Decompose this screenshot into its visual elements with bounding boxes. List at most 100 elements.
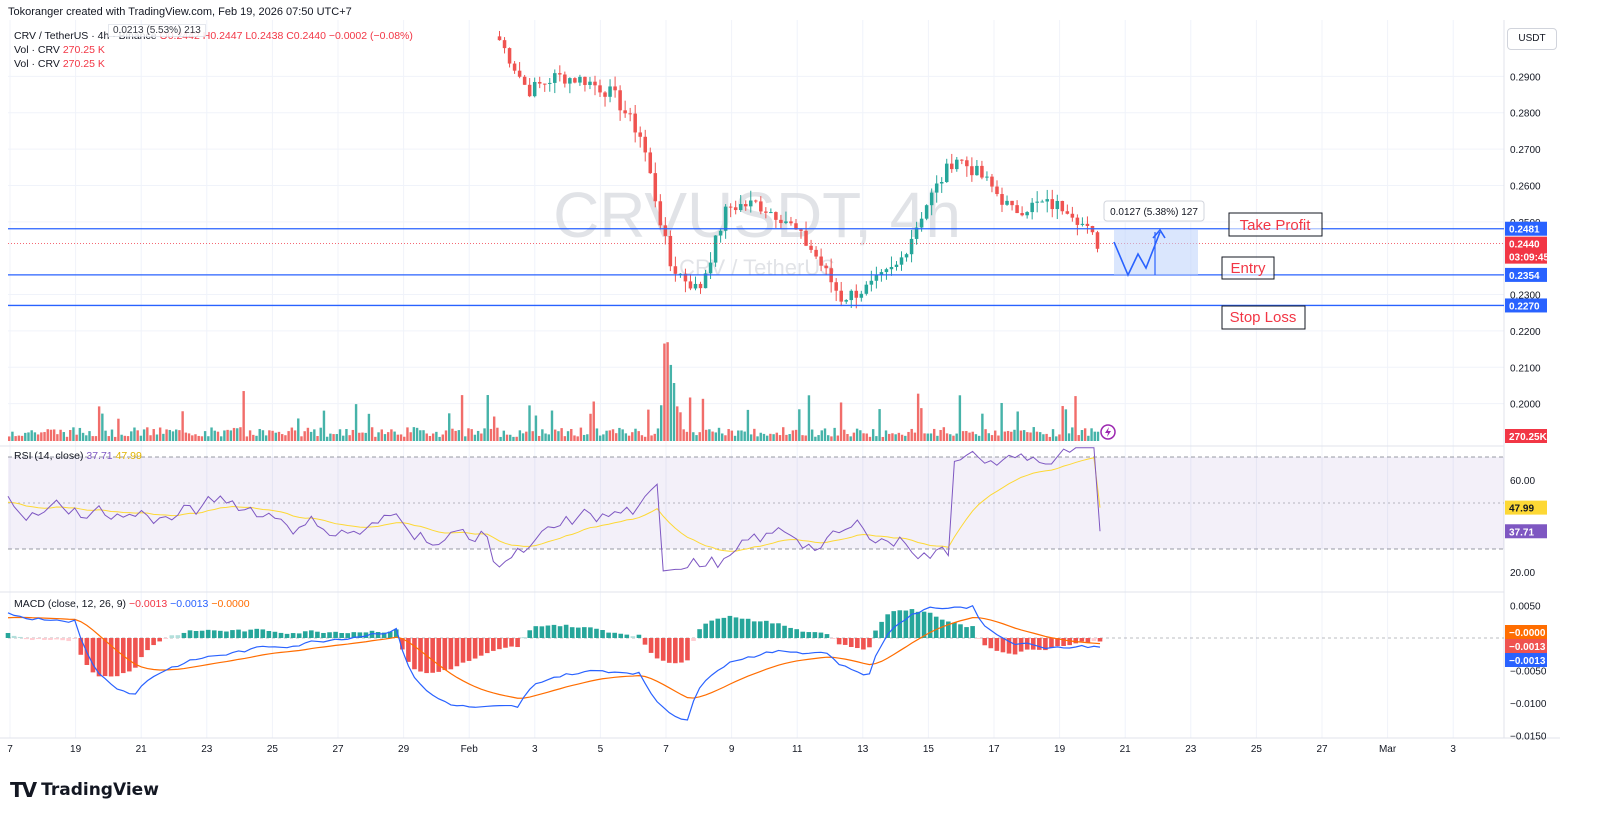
volume-bar xyxy=(149,435,152,441)
volume-bar xyxy=(939,429,942,441)
volume-bar xyxy=(297,418,300,441)
volume-legend[interactable]: Vol · CRV 270.25 K xyxy=(14,44,105,56)
volume-bar xyxy=(367,413,371,441)
annotation-entry[interactable]: Entry xyxy=(1221,256,1275,280)
price-tick-label: 0.2600 xyxy=(1510,181,1541,192)
volume-bar xyxy=(566,431,570,441)
macd-hist-bar xyxy=(575,627,581,638)
macd-hist-bar xyxy=(527,630,533,638)
annotation-stop-loss[interactable]: Stop Loss xyxy=(1221,305,1306,330)
rsi-pane[interactable] xyxy=(7,447,1504,572)
candle-body xyxy=(1035,201,1039,203)
time-tick-label: 25 xyxy=(1251,744,1263,755)
time-axis[interactable]: 7 19 21 23 25 27 29 Feb 3 5 7 9 11 13 15 17 19 21 23 25 27 Ma… xyxy=(7,744,1456,755)
volume-bar xyxy=(1087,435,1090,441)
macd-hist-bar xyxy=(1067,638,1072,646)
rsi-legend[interactable]: RSI (14, close) 37.71 47.99 xyxy=(14,450,142,462)
projection-path[interactable] xyxy=(1113,231,1161,277)
volume-bar xyxy=(335,434,339,441)
volume-bar xyxy=(72,427,75,441)
projection-box[interactable] xyxy=(1114,230,1198,275)
volume-bar xyxy=(592,401,595,441)
volume-bar xyxy=(785,434,788,441)
main-legend[interactable]: CRV / TetherUS · 4h · Binance O0.2442 H0… xyxy=(14,30,413,42)
macd-hist-bar xyxy=(218,630,223,638)
price-axis[interactable]: 0.29000.28000.27000.26000.25000.23000.22… xyxy=(1505,72,1549,743)
annotation-take-profit[interactable]: Take Profit xyxy=(1228,212,1323,237)
candle-body xyxy=(673,266,678,274)
projection[interactable]: 0.0127 (5.38%) 127 xyxy=(1103,200,1205,277)
macd-hist-bar xyxy=(478,638,484,656)
macd-hist-bar xyxy=(199,630,205,638)
macd-hist-bar xyxy=(982,638,988,646)
macd-hist-bar xyxy=(812,632,818,638)
tag-rsi: 37.71 xyxy=(1509,527,1534,538)
candle-body xyxy=(919,218,924,228)
macd-hist-bar xyxy=(933,616,939,638)
volume-bar xyxy=(782,427,785,441)
candle-body xyxy=(648,152,653,174)
candle-body xyxy=(804,230,808,246)
volume-bar xyxy=(325,436,329,441)
macd-hist-bar xyxy=(739,618,745,638)
volume-label: Vol · CRV xyxy=(14,44,60,56)
macd-hist-bar xyxy=(266,630,272,638)
volume-bar xyxy=(380,429,383,441)
volume-bar xyxy=(971,431,974,441)
volume-bar xyxy=(1051,429,1055,441)
volume-bar xyxy=(778,435,782,441)
time-tick-label: 17 xyxy=(988,744,1000,755)
rsi-line[interactable] xyxy=(7,447,1101,572)
volume-bar xyxy=(11,431,14,441)
macd-hist-bar xyxy=(624,634,630,638)
macd-hist-bar xyxy=(757,621,763,638)
candle-body xyxy=(1015,205,1019,214)
tag-stop-loss-bg xyxy=(1505,298,1547,313)
tag-countdown-bg xyxy=(1505,249,1547,264)
volume-bar xyxy=(1077,435,1080,441)
volume-bar xyxy=(505,434,509,441)
volume-bar xyxy=(727,429,730,441)
volume-bar xyxy=(762,433,766,441)
candle-body xyxy=(708,262,713,274)
volume-bar xyxy=(409,432,412,441)
volume-bar xyxy=(460,395,464,441)
volume-bar xyxy=(737,430,740,441)
macd-hist-bar xyxy=(315,631,320,638)
macd-hist-bar xyxy=(42,638,47,640)
macd-hist-bar xyxy=(612,632,617,638)
volume-bar xyxy=(598,435,602,441)
volume-bar xyxy=(990,435,994,441)
macd-legend[interactable]: MACD (close, 12, 26, 9) −0.0013 −0.0013 … xyxy=(14,598,250,610)
macd-hist-bar xyxy=(533,626,539,638)
macd-line[interactable] xyxy=(7,604,1101,721)
volume-bar xyxy=(669,364,673,441)
macd-hist-bar xyxy=(193,631,199,638)
volume-bar xyxy=(1048,436,1052,441)
macd-hist-bar xyxy=(800,631,806,638)
macd-signal-line[interactable] xyxy=(7,616,1101,699)
candle-body xyxy=(1030,202,1034,213)
rsi-ma-line[interactable] xyxy=(7,457,1101,552)
macd-hist-bar xyxy=(175,635,181,638)
candle-body xyxy=(738,204,743,211)
macd-hist-bar xyxy=(436,638,442,672)
volume-legend-2[interactable]: Vol · CRV 270.25 K xyxy=(14,58,105,70)
candle-body xyxy=(1075,217,1080,225)
volume-bar xyxy=(672,383,676,441)
currency-button[interactable]: USDT xyxy=(1507,28,1557,50)
alert-icon[interactable] xyxy=(1100,424,1116,440)
macd-hist-bar xyxy=(770,623,775,638)
volume-bar xyxy=(348,435,351,441)
volume-bar xyxy=(974,434,978,441)
macd-hist-bar xyxy=(594,628,599,638)
volume-bar xyxy=(17,435,21,441)
volume-bar xyxy=(711,431,714,441)
grid xyxy=(8,20,1504,738)
volume-bar xyxy=(942,427,946,441)
macd-pane[interactable] xyxy=(5,604,1504,721)
volume-bar xyxy=(486,395,489,441)
time-tick-label: 19 xyxy=(70,744,82,755)
candle-body xyxy=(502,40,507,49)
